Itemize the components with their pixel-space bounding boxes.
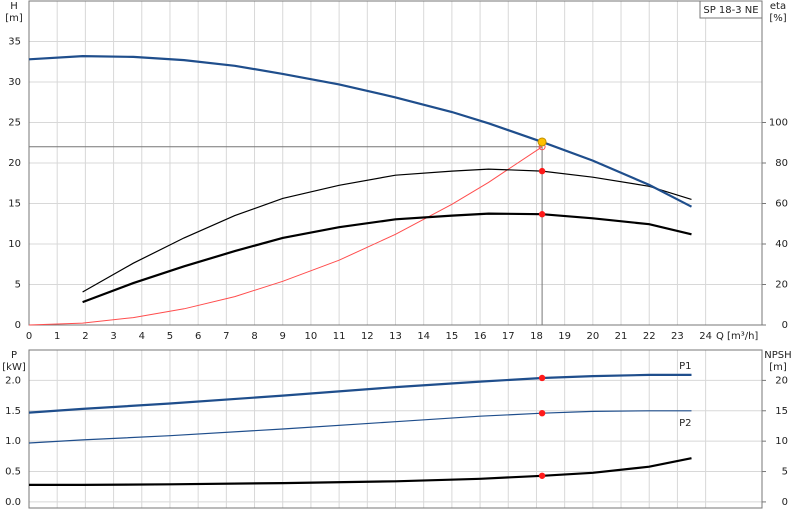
x-tick-label: 12 <box>361 331 374 342</box>
duty-marker <box>538 472 546 479</box>
y2-tick-label: 10 <box>775 436 788 447</box>
curve <box>82 168 692 293</box>
annotation-box <box>699 0 763 19</box>
curve <box>29 457 692 486</box>
y-tick-label: 35 <box>8 37 21 48</box>
y2-tick-label: 20 <box>775 280 788 291</box>
x-tick-label: 24 <box>699 331 712 342</box>
y-tick-label: 25 <box>8 118 21 129</box>
y2-tick-label: 0 <box>782 320 788 331</box>
y2-tick-label: 60 <box>775 199 788 210</box>
y-tick-label: 5 <box>15 280 21 291</box>
annotation: SP 18-3 NE <box>703 5 758 16</box>
x-tick-label: 23 <box>671 331 684 342</box>
y-tick-label: 0.5 <box>5 467 21 478</box>
x-tick-label: 10 <box>305 331 318 342</box>
y2-tick-label: 15 <box>775 406 788 417</box>
y-axis-title: H <box>10 1 18 12</box>
x-tick-label: 22 <box>643 331 656 342</box>
y2-axis-unit: [m] <box>769 362 787 373</box>
x-tick-label: 20 <box>586 331 599 342</box>
y2-axis-title: eta <box>770 1 786 12</box>
y-tick-label: 10 <box>8 239 21 250</box>
x-tick-label: 3 <box>110 331 116 342</box>
x-tick-label: 13 <box>389 331 402 342</box>
curve <box>82 212 692 304</box>
plot-frame <box>28 0 763 326</box>
y-axis-unit: [kW] <box>2 362 26 373</box>
y-tick-label: 0.0 <box>5 497 21 508</box>
x-tick-label: 19 <box>558 331 571 342</box>
curve <box>28 410 692 444</box>
duty-marker <box>538 211 546 218</box>
y2-tick-label: 100 <box>769 118 788 129</box>
x-tick-label: 0 <box>26 331 32 342</box>
duty-marker <box>537 137 547 147</box>
y-tick-label: 15 <box>8 199 21 210</box>
x-tick-label: 11 <box>333 331 346 342</box>
y2-tick-label: 40 <box>775 239 788 250</box>
x-tick-label: 15 <box>446 331 459 342</box>
duty-marker <box>538 410 546 417</box>
x-tick-label: 14 <box>417 331 430 342</box>
y-axis-title: P <box>11 350 17 361</box>
y2-tick-label: 5 <box>782 467 788 478</box>
duty-marker <box>538 374 546 382</box>
x-tick-label: 6 <box>195 331 201 342</box>
y-tick-label: 0 <box>15 320 21 331</box>
x-axis-title: Q [m³/h] <box>716 331 758 342</box>
y2-axis-unit: [%] <box>769 13 786 24</box>
y2-tick-label: 0 <box>782 497 788 508</box>
y-tick-label: 1.5 <box>5 406 21 417</box>
series-label: P1 <box>679 361 691 372</box>
curve <box>28 54 693 208</box>
x-tick-label: 5 <box>167 331 173 342</box>
plot-frame <box>28 349 763 509</box>
x-tick-label: 9 <box>280 331 286 342</box>
x-tick-label: 7 <box>223 331 229 342</box>
y-tick-label: 20 <box>8 158 21 169</box>
y-tick-label: 30 <box>8 77 21 88</box>
duty-marker <box>538 167 546 175</box>
y2-tick-label: 20 <box>775 375 788 386</box>
y-tick-label: 1.0 <box>5 436 21 447</box>
series-label: P2 <box>679 418 691 429</box>
curve <box>28 146 543 326</box>
y2-axis-title: NPSH <box>764 350 791 361</box>
y2-tick-label: 80 <box>775 158 788 169</box>
x-tick-label: 18 <box>530 331 543 342</box>
x-tick-label: 8 <box>251 331 257 342</box>
curve <box>28 373 692 414</box>
x-tick-label: 1 <box>54 331 60 342</box>
x-tick-label: 16 <box>474 331 487 342</box>
x-tick-label: 21 <box>615 331 628 342</box>
y-axis-unit: [m] <box>5 13 23 24</box>
y-tick-label: 2.0 <box>5 375 21 386</box>
x-tick-label: 4 <box>139 331 145 342</box>
x-tick-label: 17 <box>502 331 515 342</box>
x-tick-label: 2 <box>82 331 88 342</box>
